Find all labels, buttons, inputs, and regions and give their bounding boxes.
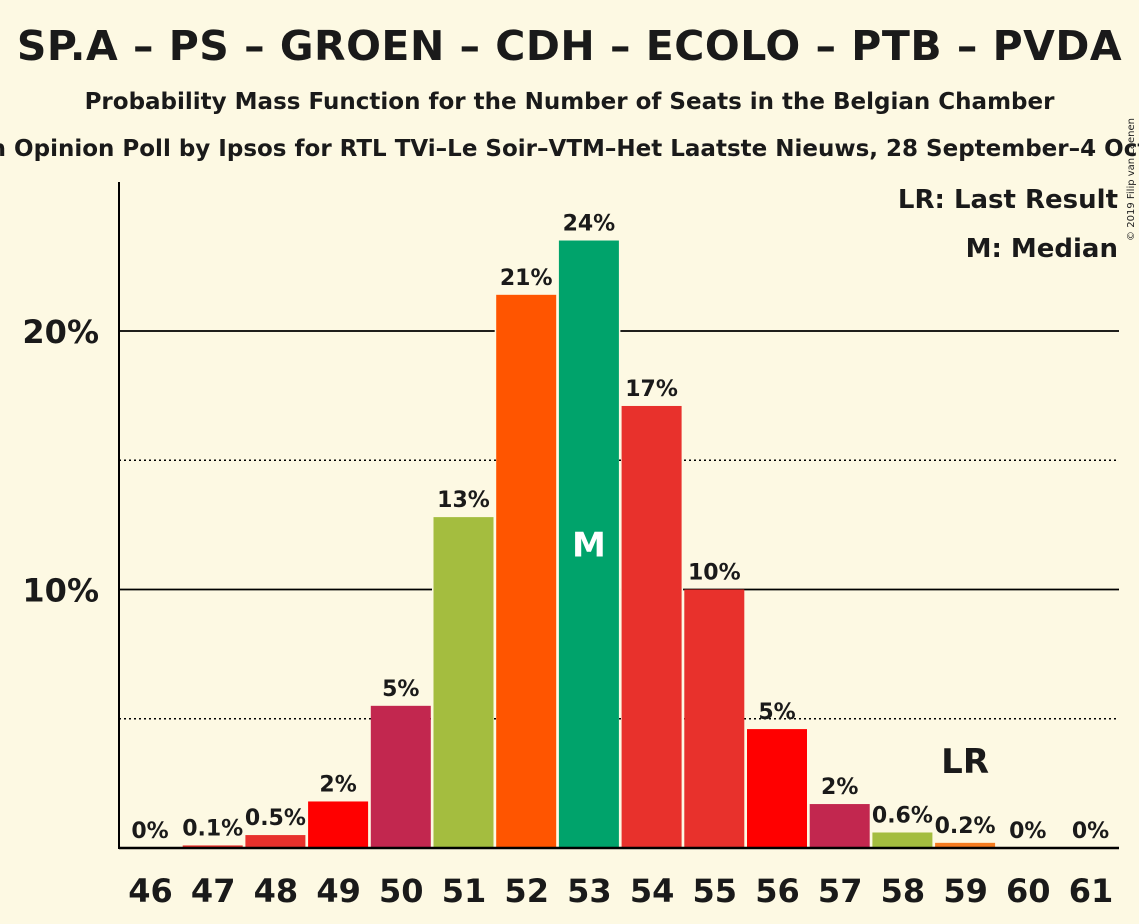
x-tick-label: 54 (630, 872, 675, 910)
bar (496, 294, 557, 848)
bar-value-label: 0% (131, 819, 168, 844)
gridlines (119, 329, 1119, 720)
bars (182, 240, 996, 848)
labels: 10% 20% 0% 46 0.1% 47 0.5% 48 2% 49 5% 50 13% 51 21% 52… (22, 212, 1113, 910)
x-tick-label: 58 (881, 872, 926, 910)
bar-value-label: 5% (758, 700, 795, 725)
bar-value-label: 2% (319, 772, 356, 797)
last-result-marker: LR (941, 742, 989, 782)
bar (182, 845, 243, 848)
bar (621, 405, 682, 848)
x-tick-label: 57 (818, 872, 863, 910)
bar-value-label: 2% (821, 775, 858, 800)
axes (118, 182, 1119, 850)
bar (558, 240, 619, 848)
chart-source-line: n Opinion Poll by Ipsos for RTL TVi–Le S… (0, 136, 1139, 162)
bar-value-label: 13% (437, 488, 490, 513)
bar-value-label: 0.2% (935, 814, 996, 839)
bar-value-label: 0.5% (245, 806, 306, 831)
bar (809, 804, 870, 848)
bar (245, 835, 306, 848)
x-tick-label: 49 (316, 872, 361, 910)
bar (872, 832, 933, 848)
legend-last-result: LR: Last Result (898, 185, 1118, 215)
bar-value-label: 5% (382, 677, 419, 702)
x-tick-label: 48 (254, 872, 299, 910)
x-tick-label: 60 (1006, 872, 1051, 910)
x-tick-label: 59 (943, 872, 988, 910)
chart-title: SP.A – PS – GROEN – CDH – ECOLO – PTB – … (16, 22, 1123, 70)
x-tick-label: 47 (191, 872, 236, 910)
bar-value-label: 10% (688, 561, 741, 586)
x-tick-label: 55 (693, 872, 738, 910)
x-tick-label: 52 (504, 872, 549, 910)
x-tick-label: 61 (1069, 872, 1114, 910)
x-tick-label: 53 (567, 872, 612, 910)
bar (433, 517, 494, 848)
x-tick-label: 56 (755, 872, 800, 910)
y-tick-label: 20% (22, 313, 99, 351)
x-tick-label: 50 (379, 872, 424, 910)
median-marker: M (572, 525, 606, 565)
x-tick-label: 51 (442, 872, 487, 910)
y-tick-label: 10% (22, 572, 99, 610)
bar (370, 705, 431, 848)
bar-value-label: 17% (625, 377, 678, 402)
bar-value-label: 0.1% (182, 816, 243, 841)
bar-value-label: 0% (1072, 819, 1109, 844)
x-tick-label: 46 (128, 872, 173, 910)
bar (684, 589, 745, 848)
bar (308, 801, 369, 848)
bar (935, 842, 996, 848)
bar-value-label: 24% (563, 212, 616, 237)
chart-subtitle: Probability Mass Function for the Number… (84, 89, 1055, 115)
legend-median: M: Median (966, 234, 1118, 264)
bar (747, 729, 807, 848)
bar-value-label: 0.6% (872, 803, 933, 828)
bar-value-label: 21% (500, 266, 553, 291)
bar-value-label: 0% (1009, 819, 1046, 844)
